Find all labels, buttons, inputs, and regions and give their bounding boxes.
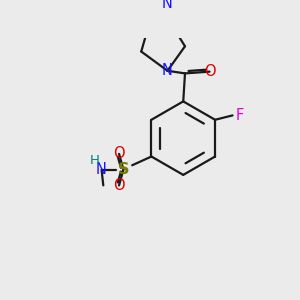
Text: F: F	[236, 108, 244, 123]
Text: N: N	[96, 162, 107, 177]
Text: O: O	[113, 178, 125, 193]
Text: H: H	[90, 154, 100, 167]
Text: S: S	[118, 162, 129, 177]
Text: N: N	[162, 0, 173, 11]
Text: O: O	[113, 146, 125, 161]
Text: O: O	[204, 64, 215, 79]
Text: N: N	[162, 63, 173, 78]
